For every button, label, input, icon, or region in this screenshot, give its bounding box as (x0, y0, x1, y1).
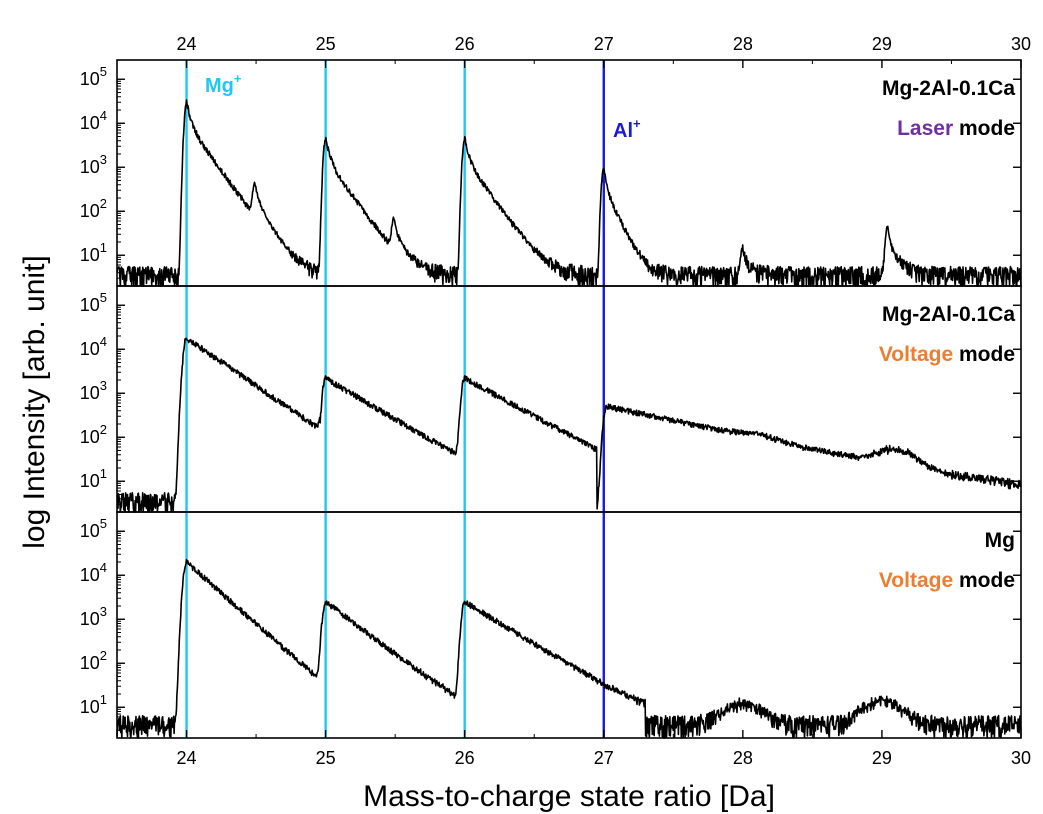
x-tick-label-top: 29 (872, 34, 892, 54)
x-tick-label-top: 27 (594, 34, 614, 54)
ion-label-al: Al+ (613, 116, 641, 142)
y-tick-label-panel-3: 103 (80, 604, 107, 629)
x-tick-label-top: 24 (177, 34, 197, 54)
y-tick-label-panel-2: 104 (80, 334, 107, 359)
panel-label-mode-3: Voltage mode (879, 569, 1015, 592)
x-tick-label-bottom: 28 (733, 748, 753, 768)
spectrum-trace-panel-1 (116, 99, 1022, 287)
panel-label-sample-3: Mg (985, 529, 1015, 552)
spectrum-trace-panel-2 (116, 337, 1022, 513)
y-tick-label-panel-2: 103 (80, 378, 107, 403)
y-tick-label-panel-1: 104 (80, 108, 107, 133)
y-tick-label-panel-3: 105 (80, 516, 107, 541)
x-tick-label-top: 26 (455, 34, 475, 54)
y-tick-label-panel-1: 105 (80, 64, 107, 89)
y-tick-label-panel-3: 104 (80, 560, 107, 585)
y-tick-label-panel-1: 101 (80, 240, 107, 265)
panel-frame-3 (116, 511, 1022, 739)
panel-label-sample-2: Mg-2Al-0.1Ca (882, 303, 1015, 326)
x-tick-label-bottom: 25 (316, 748, 336, 768)
panel-label-mode-2: Voltage mode (879, 343, 1015, 366)
panel-label-sample-1: Mg-2Al-0.1Ca (882, 77, 1015, 100)
x-axis-title: Mass-to-charge state ratio [Da] (363, 780, 775, 813)
x-tick-label-bottom: 24 (177, 748, 197, 768)
x-tick-label-bottom: 29 (872, 748, 892, 768)
x-tick-label-top: 28 (733, 34, 753, 54)
y-tick-label-panel-3: 102 (80, 648, 107, 673)
y-tick-label-panel-2: 102 (80, 422, 107, 447)
x-tick-label-bottom: 26 (455, 748, 475, 768)
ion-label-mg: Mg+ (205, 71, 242, 97)
y-tick-label-panel-1: 102 (80, 196, 107, 221)
y-tick-label-panel-3: 101 (80, 692, 107, 717)
spectrum-trace-panel-3 (116, 558, 1022, 739)
x-tick-label-top: 30 (1011, 34, 1031, 54)
x-tick-label-bottom: 27 (594, 748, 614, 768)
y-tick-label-panel-2: 101 (80, 466, 107, 491)
y-axis-title: log Intensity [arb. unit] (18, 255, 51, 549)
y-tick-label-panel-1: 103 (80, 152, 107, 177)
x-tick-label-top: 25 (316, 34, 336, 54)
panel-label-mode-1: Laser mode (897, 117, 1015, 140)
x-tick-label-bottom: 30 (1011, 748, 1031, 768)
y-tick-label-panel-2: 105 (80, 290, 107, 315)
